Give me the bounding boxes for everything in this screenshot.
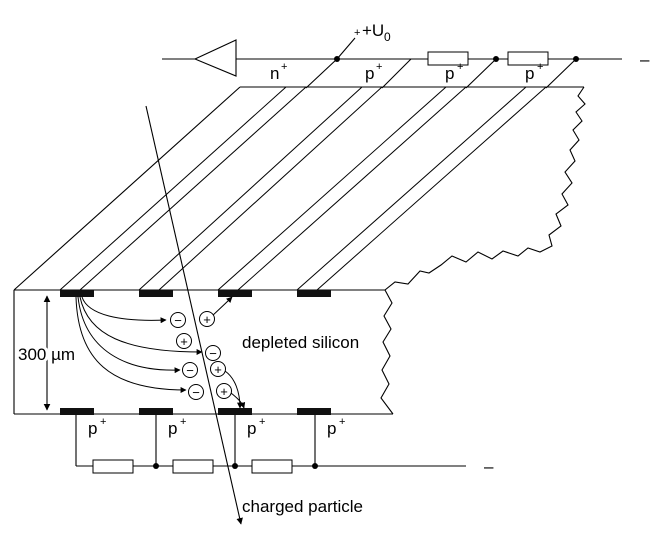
svg-text:−: − <box>209 346 217 361</box>
bottom-resistor-2 <box>172 459 214 474</box>
svg-text:+: + <box>457 61 463 73</box>
amplifier-symbol <box>193 39 237 77</box>
bottom-resistor-1 <box>92 459 134 474</box>
thickness-dimension: 300 µm <box>15 295 78 411</box>
svg-text:0: 0 <box>384 30 391 44</box>
svg-text:+: + <box>339 416 345 428</box>
label-p-plus-top-3: p <box>525 64 534 83</box>
label-p-plus-bottom-4: p <box>327 419 336 438</box>
hole-2 <box>176 333 192 349</box>
depleted-silicon-label: depleted silicon <box>242 333 359 352</box>
particle-track <box>145 105 243 525</box>
hole-4 <box>216 383 232 399</box>
electron-4 <box>188 384 204 400</box>
label-p-plus-bottom-3: p <box>247 419 256 438</box>
charged-particle-label: charged particle <box>242 497 363 516</box>
charge-carriers: − + + − − + − + <box>170 311 232 400</box>
thickness-label: 300 µm <box>18 345 75 364</box>
electron-2 <box>205 345 221 361</box>
hole-1 <box>199 311 215 327</box>
svg-text:+: + <box>100 416 106 428</box>
svg-text:+: + <box>376 61 382 73</box>
electron-1 <box>170 312 186 328</box>
bottom-strip-3 <box>218 408 252 415</box>
bottom-bias-circuit: – <box>75 415 494 476</box>
svg-text:+: + <box>281 61 287 73</box>
top-strip-2 <box>139 290 173 297</box>
svg-text:−: − <box>174 313 182 328</box>
silicon-block <box>13 86 586 415</box>
svg-text:+: + <box>214 362 222 377</box>
bottom-strip-4 <box>297 408 331 415</box>
label-p-plus-bottom-1: p <box>88 419 97 438</box>
svg-text:−: − <box>192 385 200 400</box>
svg-text:+U: +U <box>362 21 384 40</box>
svg-text:+: + <box>180 334 188 349</box>
hole-3 <box>210 361 226 377</box>
svg-text:+: + <box>537 61 543 73</box>
label-p-plus-top-1: p <box>365 64 374 83</box>
end-dash-top: – <box>640 50 650 69</box>
bottom-strip-2 <box>139 408 173 415</box>
broken-edge <box>380 86 586 415</box>
electron-drift-paths <box>75 296 203 393</box>
top-readout-circuit: – <box>162 37 650 89</box>
bottom-resistor-3 <box>251 459 293 474</box>
top-strip-4 <box>297 290 331 297</box>
svg-text:+: + <box>203 312 211 327</box>
bottom-strip-1 <box>60 408 94 415</box>
svg-text:+: + <box>180 416 186 428</box>
end-dash-bottom: – <box>484 457 494 476</box>
top-strip-3 <box>218 290 252 297</box>
svg-text:+: + <box>259 416 265 428</box>
svg-text:−: − <box>186 363 194 378</box>
bias-voltage-label: + +U 0 <box>354 21 391 44</box>
label-p-plus-bottom-2: p <box>168 419 177 438</box>
electron-3 <box>182 362 198 378</box>
top-strip-1 <box>60 290 94 297</box>
svg-text:+: + <box>220 384 228 399</box>
label-n-plus: n <box>270 64 279 83</box>
svg-text:+: + <box>354 27 360 39</box>
label-p-plus-top-2: p <box>445 64 454 83</box>
